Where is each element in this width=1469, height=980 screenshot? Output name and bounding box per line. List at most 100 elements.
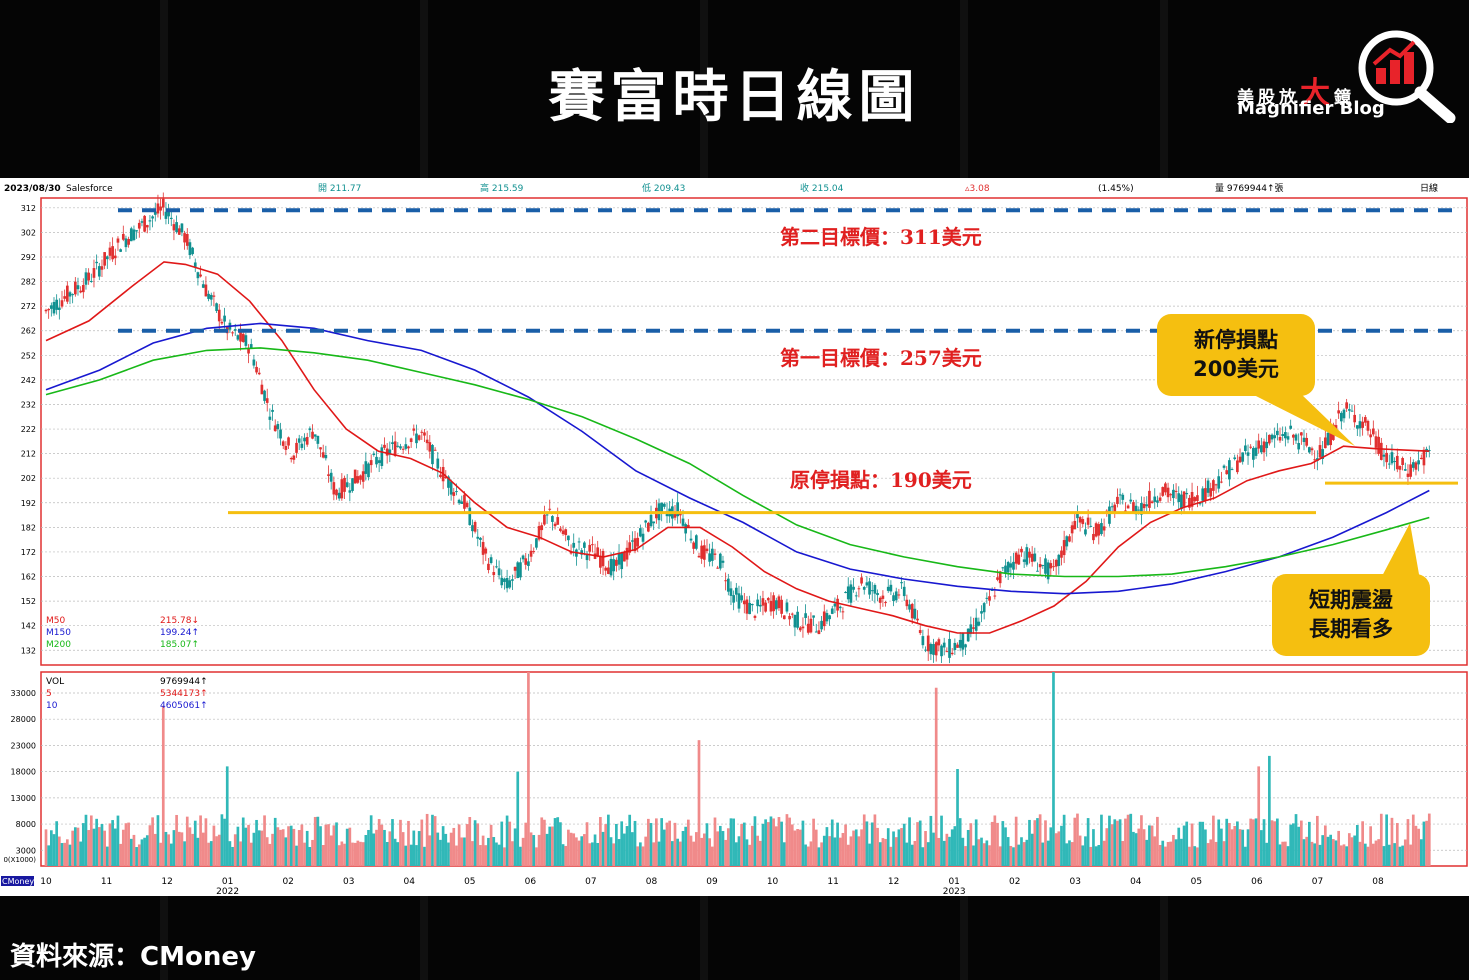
candle-body [639, 528, 642, 537]
candle-body [1345, 402, 1348, 409]
volume-bar [1124, 818, 1127, 866]
candle-body [431, 444, 434, 465]
candle-body [1414, 462, 1418, 470]
volume-bar [865, 821, 869, 866]
volume-bar [1028, 819, 1031, 866]
volume-bar [1006, 837, 1010, 866]
volume-bar [1355, 824, 1359, 866]
candle-body [473, 522, 477, 532]
candle-body [1222, 465, 1226, 468]
volume-bar [1409, 844, 1412, 866]
volume-bar [273, 817, 277, 866]
volume-bar [969, 823, 973, 866]
x-tick-label: 05 [1191, 877, 1202, 887]
price-tick-label: 172 [21, 548, 36, 557]
volume-bar [1185, 821, 1189, 866]
volume-bar [481, 835, 485, 866]
volume-bar [748, 844, 751, 866]
candle-body [457, 499, 461, 504]
candle-body [383, 444, 386, 448]
volume-bar [1118, 819, 1122, 866]
volume-bar [140, 839, 144, 866]
candle-body [854, 595, 858, 597]
volume-bar [407, 820, 410, 866]
candle-body [567, 535, 570, 541]
volume-bar [415, 845, 418, 866]
volume-bar [65, 839, 69, 866]
candle-body [1238, 456, 1242, 463]
candle-body [193, 262, 197, 268]
volume-bar [988, 845, 991, 866]
candle-body [1355, 425, 1359, 429]
volume-bar [958, 818, 962, 866]
volume-bar [423, 846, 426, 866]
stock-chart-panel: 2023/08/30 Salesforce 開 211.77 高 215.59 … [0, 178, 1469, 896]
candle-body [1036, 570, 1039, 572]
volume-bar [393, 838, 397, 866]
candle-body [537, 526, 541, 540]
candle-body [1142, 503, 1146, 509]
candle-body [790, 613, 794, 615]
candle-body [993, 595, 997, 597]
volume-bar [265, 837, 269, 866]
callout-new-stop: 新停損點 200美元 [1157, 314, 1315, 396]
volume-bar [1204, 829, 1207, 866]
candle-body [1148, 490, 1151, 508]
volume-bar [1361, 821, 1364, 866]
candle-body [495, 566, 498, 568]
x-tick-label: 12 [888, 877, 899, 887]
candle-body [647, 522, 650, 532]
header-change: ▵3.08 [965, 184, 990, 194]
volume-bar [961, 837, 965, 866]
candle-body [902, 586, 906, 597]
candle-body [1419, 457, 1423, 460]
price-tick-label: 192 [21, 499, 36, 508]
volume-bar [1422, 821, 1426, 866]
candle-body [1025, 547, 1029, 565]
candle-body [828, 615, 831, 620]
volume-bar [670, 841, 674, 866]
volume-bar [918, 820, 922, 866]
candle-body [508, 580, 512, 588]
volume-bar [713, 817, 717, 866]
candle-body [1292, 434, 1295, 438]
volume-bar [1100, 814, 1103, 866]
candle-body [260, 384, 264, 395]
volume-bar [721, 831, 725, 866]
candle-body [631, 540, 634, 542]
volume-bar [1025, 839, 1029, 866]
candle-body [375, 456, 378, 465]
price-tick-label: 292 [21, 253, 36, 262]
price-tick-label: 232 [21, 400, 36, 409]
volume-bar [180, 832, 184, 866]
candle-body [697, 555, 701, 558]
candle-body [1393, 461, 1396, 463]
candle-body [601, 550, 605, 567]
volume-bar [1406, 819, 1410, 866]
volume-bar [263, 815, 266, 866]
volume-bar [825, 827, 829, 866]
candle-body [321, 452, 325, 458]
volume-bar [89, 815, 93, 866]
candle-body [316, 435, 320, 444]
x-tick-label: 01 [948, 877, 959, 887]
candle-body [135, 230, 138, 232]
volume-bar [105, 846, 109, 866]
volume-bar [532, 835, 536, 866]
candle-body [1382, 454, 1386, 457]
volume-bar [1044, 820, 1047, 866]
volume-bar [543, 819, 546, 866]
candle-body [124, 238, 128, 248]
candle-body [716, 567, 719, 569]
candle-body [529, 550, 533, 557]
volume-bar [593, 834, 597, 866]
volume-bar [809, 841, 813, 866]
candle-body [726, 578, 730, 592]
candle-body [689, 538, 693, 541]
volume-bar [950, 829, 954, 866]
candle-body [1371, 428, 1375, 435]
candle-body [209, 294, 213, 300]
candle-body [766, 598, 770, 601]
candle-body [343, 477, 346, 492]
candle-body [361, 471, 365, 482]
